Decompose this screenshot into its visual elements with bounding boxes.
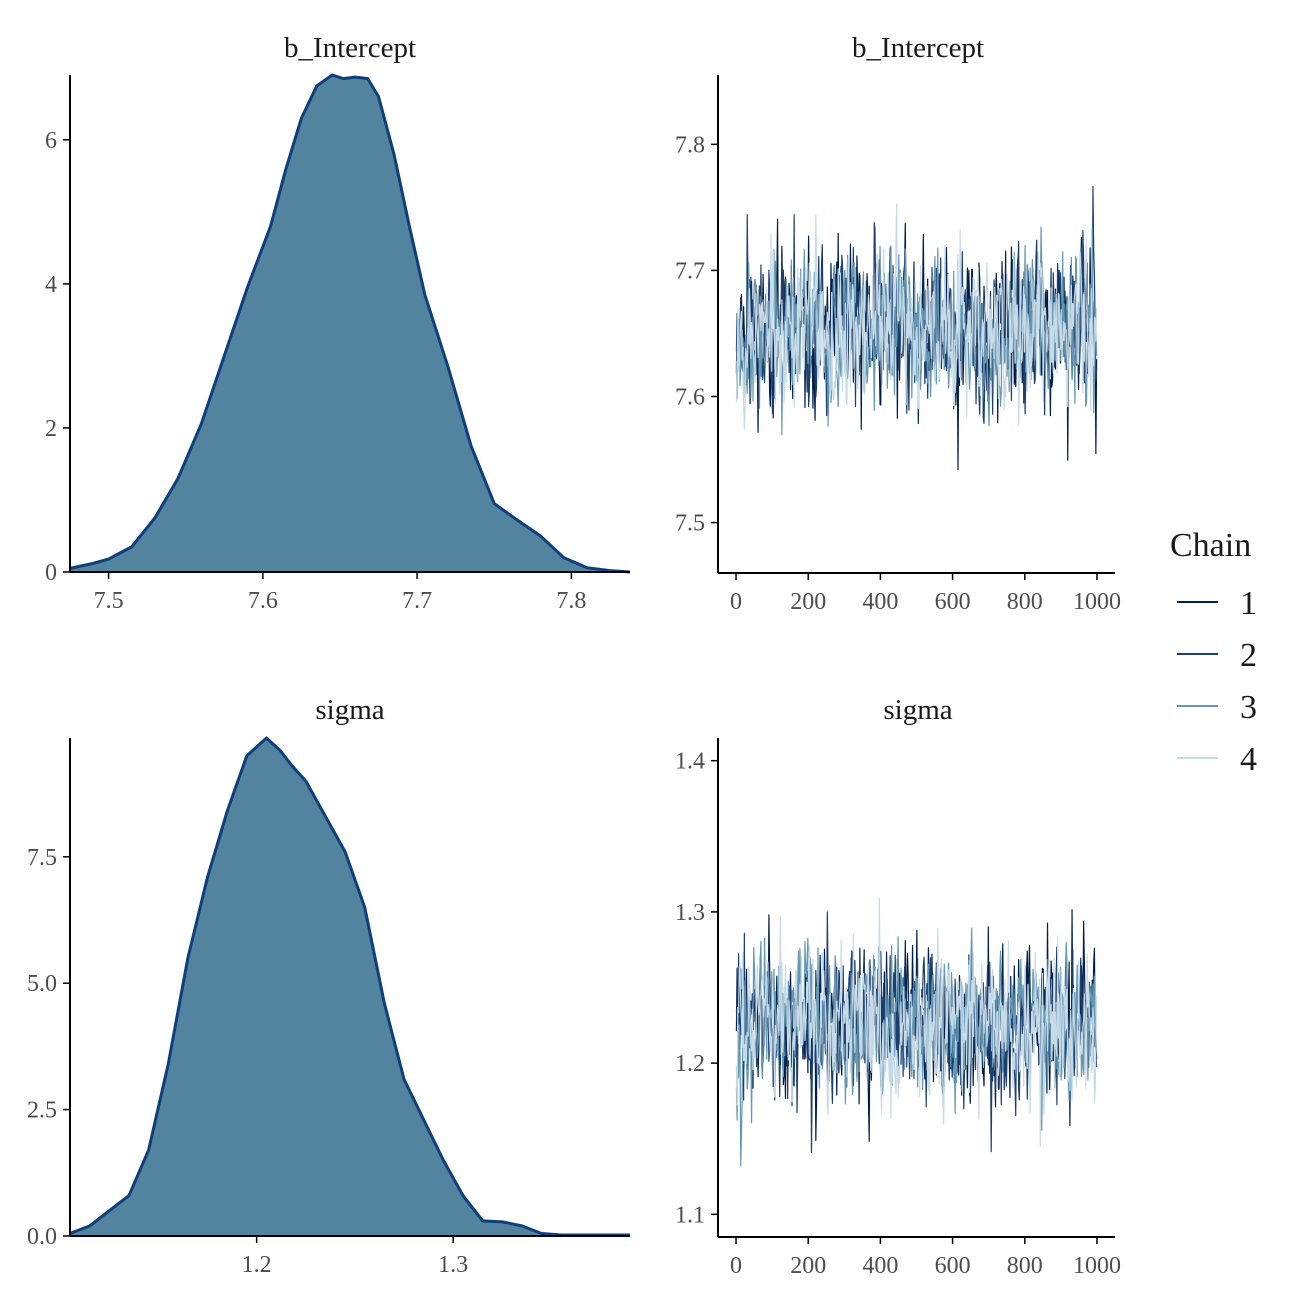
- legend-item-1: 1: [1177, 585, 1257, 622]
- panel-trace-sigma: sigma 0 200 400 600 800 1000 1.1 1.2 1.3 1.4: [675, 694, 1121, 1279]
- panel-title: sigma: [883, 694, 952, 726]
- x-tick-label: 200: [790, 1253, 826, 1279]
- legend-item-2: 2: [1177, 637, 1257, 674]
- x-tick-label: 7.7: [402, 588, 432, 614]
- y-tick-label: 0.0: [27, 1224, 57, 1250]
- legend-item-4: 4: [1177, 741, 1257, 778]
- x-tick-label: 1.3: [438, 1252, 468, 1278]
- y-tick-label: 7.8: [675, 132, 705, 158]
- x-tick-label: 7.6: [248, 588, 278, 614]
- x-tick-label: 0: [730, 1253, 742, 1279]
- y-tick-label: 5.0: [27, 971, 57, 997]
- panel-trace-b_Intercept: b_Intercept 0 200 400 600 800 1000 7.5 7.6 7.7 7.8: [675, 32, 1121, 615]
- y-tick-label: 1.1: [675, 1202, 705, 1228]
- y-tick-label: 7.6: [675, 384, 705, 410]
- x-tick-label: 1000: [1073, 589, 1121, 615]
- legend-title: Chain: [1170, 527, 1251, 564]
- panel-title: b_Intercept: [852, 32, 984, 64]
- y-tick-label: 2: [45, 416, 57, 442]
- panel-density-b_Intercept: b_Intercept 7.5 7.6 7.7 7.8 0 2 4 6: [45, 32, 631, 614]
- y-tick-label: 7.5: [27, 845, 57, 871]
- y-tick-label: 2.5: [27, 1098, 57, 1124]
- y-tick-label: 7.5: [675, 511, 705, 537]
- y-tick-label: 4: [45, 272, 57, 298]
- density-area: [70, 738, 630, 1236]
- density-line: [69, 736, 630, 1237]
- legend-label: 1: [1240, 585, 1257, 622]
- y-tick-label: 6: [45, 128, 57, 154]
- x-tick-label: 1000: [1073, 1253, 1121, 1279]
- y-tick-label: 1.3: [675, 900, 705, 926]
- panel-density-sigma: sigma 1.2 1.3 0.0 2.5 5.0 7.5: [27, 694, 630, 1278]
- x-tick-label: 800: [1007, 589, 1043, 615]
- x-tick-label: 800: [1007, 1253, 1043, 1279]
- x-tick-label: 400: [862, 1253, 898, 1279]
- x-tick-label: 600: [935, 1253, 971, 1279]
- panel-title: sigma: [315, 694, 384, 726]
- panel-title: b_Intercept: [284, 32, 416, 64]
- legend-item-3: 3: [1177, 689, 1257, 726]
- x-tick-label: 400: [862, 589, 898, 615]
- legend: Chain 1 2 3 4: [1170, 527, 1257, 778]
- density-line: [69, 73, 631, 574]
- x-tick-label: 1.2: [242, 1252, 272, 1278]
- density-area: [70, 75, 630, 572]
- y-tick-label: 0: [45, 560, 57, 586]
- x-tick-label: 0: [730, 589, 742, 615]
- y-tick-label: 7.7: [675, 258, 705, 284]
- y-tick-label: 1.4: [675, 749, 705, 775]
- legend-label: 4: [1240, 741, 1257, 778]
- x-tick-label: 7.8: [556, 588, 586, 614]
- trace-line-chain-4: [735, 203, 1098, 430]
- y-tick-label: 1.2: [675, 1051, 705, 1077]
- legend-label: 3: [1240, 689, 1257, 726]
- x-tick-label: 200: [790, 589, 826, 615]
- x-tick-label: 7.5: [94, 588, 124, 614]
- trace-line-chain-4: [735, 897, 1098, 1147]
- x-tick-label: 600: [935, 589, 971, 615]
- legend-label: 2: [1240, 637, 1257, 674]
